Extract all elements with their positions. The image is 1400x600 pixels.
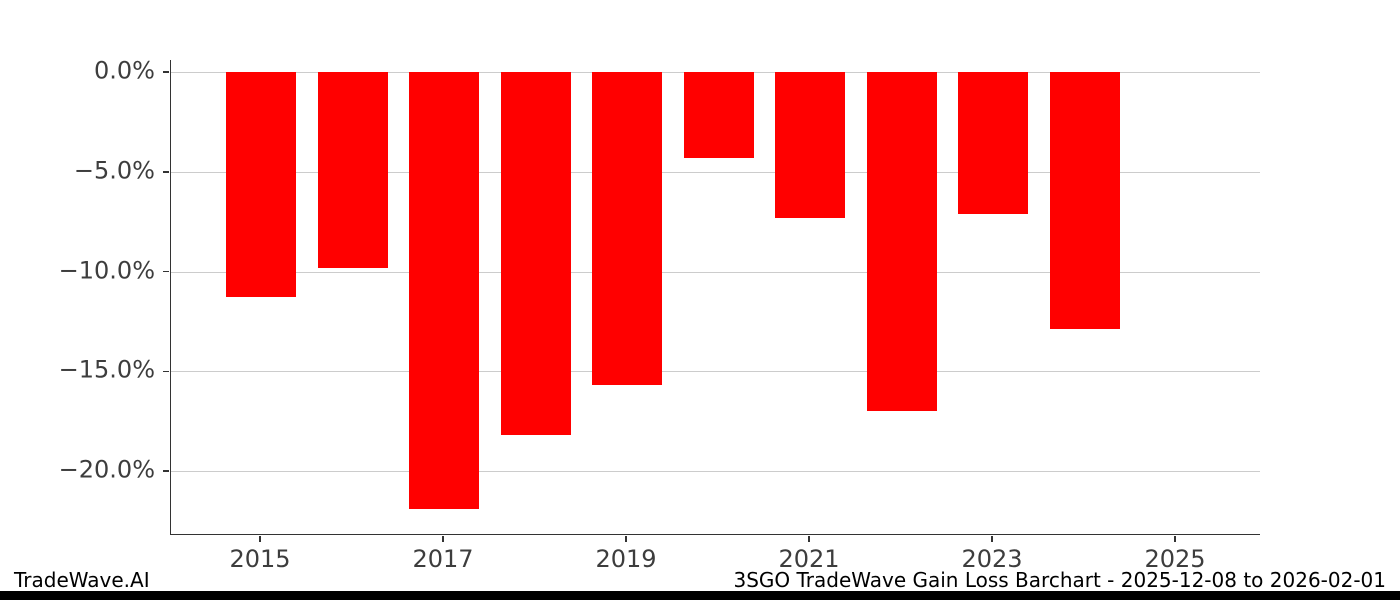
gridline	[171, 171, 1260, 173]
x-axis-tick-label: 2017	[412, 545, 474, 573]
bar-2015	[226, 71, 296, 298]
bar-2017	[409, 71, 479, 510]
y-axis-tick-label: −10.0%	[58, 256, 155, 285]
x-axis-tick-mark	[259, 536, 261, 542]
bar-2022	[866, 71, 937, 412]
y-axis-tick-mark	[163, 370, 169, 373]
gridline	[171, 471, 1260, 473]
y-axis-tick-mark	[163, 270, 169, 273]
bar-2020	[683, 71, 754, 158]
y-axis-tick-mark	[163, 71, 169, 73]
y-axis-tick-mark	[163, 470, 169, 472]
y-axis-tick-label: −20.0%	[58, 455, 155, 484]
bar-2021	[775, 71, 845, 218]
bar-2016	[317, 71, 388, 268]
x-axis-tick-label: 2015	[229, 545, 291, 573]
x-axis-tick-label: 2025	[1144, 545, 1206, 573]
bar-2019	[592, 71, 662, 386]
bar-2018	[500, 71, 571, 436]
y-axis-tick-label: 0.0%	[94, 56, 155, 85]
y-axis-tick-label: −5.0%	[73, 156, 155, 185]
x-axis-tick-label: 2023	[961, 545, 1023, 573]
gridline	[171, 371, 1260, 373]
x-axis-tick-label: 2021	[778, 545, 840, 573]
plot-area	[170, 60, 1260, 535]
x-axis-tick-label: 2019	[595, 545, 657, 573]
bar-2024	[1049, 71, 1120, 330]
x-axis-tick-mark	[1174, 536, 1176, 542]
gridline	[171, 271, 1260, 273]
y-axis-tick-label: −15.0%	[58, 355, 155, 384]
y-axis-tick-mark	[163, 171, 169, 173]
x-axis-tick-mark	[625, 536, 627, 542]
x-axis-tick-mark	[991, 536, 993, 542]
watermark-brand: TradeWave.AI	[14, 568, 150, 592]
bottom-black-strip	[0, 591, 1400, 600]
chart-caption: 3SGO TradeWave Gain Loss Barchart - 2025…	[733, 568, 1386, 592]
bar-2023	[958, 71, 1028, 214]
x-axis-tick-mark	[442, 536, 444, 542]
x-axis-tick-mark	[808, 536, 810, 542]
